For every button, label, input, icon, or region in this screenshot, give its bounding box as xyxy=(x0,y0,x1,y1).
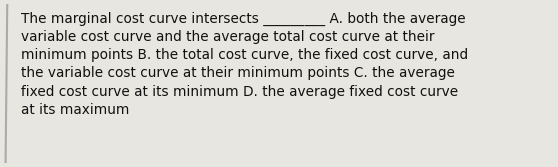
Text: The marginal cost curve intersects _________ A. both the average
variable cost c: The marginal cost curve intersects _____… xyxy=(21,12,468,117)
